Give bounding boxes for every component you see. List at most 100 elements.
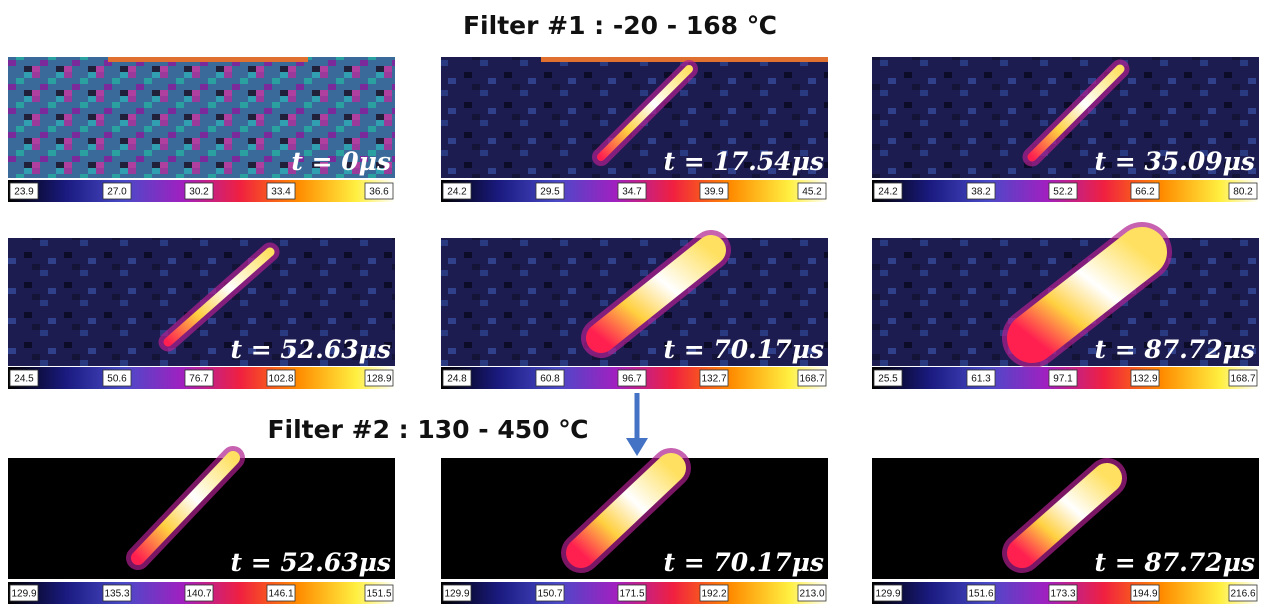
scale-label: 192.2 xyxy=(701,589,726,600)
scale-box xyxy=(797,584,827,602)
scale-label: 52.2 xyxy=(1053,187,1073,198)
scale-label: 129.9 xyxy=(11,589,36,600)
title: Filter #2 : 130 - 450 ℃ xyxy=(267,415,588,444)
scale-label: 36.6 xyxy=(369,187,389,198)
scale-box xyxy=(1048,369,1078,387)
scale-box xyxy=(1228,369,1258,387)
scale-label: 128.9 xyxy=(366,374,391,385)
scale-label: 135.3 xyxy=(104,589,129,600)
scale-box xyxy=(102,369,132,387)
scale-box xyxy=(873,182,903,200)
scale-label: 61.3 xyxy=(971,374,991,385)
scale-box xyxy=(699,369,729,387)
scale-label: 140.7 xyxy=(186,589,211,600)
time-label: t = 87.72μs xyxy=(1094,335,1255,364)
scale-box xyxy=(873,584,903,602)
scale-box xyxy=(266,584,296,602)
scale-label: 24.8 xyxy=(447,374,467,385)
time-label: t = 70.17μs xyxy=(663,548,824,577)
scale-label: 50.6 xyxy=(107,374,127,385)
title: Filter #1 : -20 - 168 ℃ xyxy=(463,11,777,40)
scale-box xyxy=(873,369,903,387)
time-label: t = 35.09μs xyxy=(1094,147,1255,176)
scale-box xyxy=(535,584,565,602)
scale-label: 102.8 xyxy=(268,374,293,385)
scale-box xyxy=(442,584,472,602)
scale-label: 24.2 xyxy=(878,187,898,198)
scale-box xyxy=(266,369,296,387)
time-label: t = 0μs xyxy=(291,147,391,176)
time-label: t = 17.54μs xyxy=(663,147,824,176)
scale-label: 129.9 xyxy=(875,589,900,600)
scale-label: 25.5 xyxy=(878,374,898,385)
scale-label: 194.9 xyxy=(1132,589,1157,600)
scale-label: 27.0 xyxy=(107,187,127,198)
hot-streak xyxy=(597,65,693,161)
scale-box xyxy=(184,369,214,387)
hot-streak xyxy=(1007,463,1122,568)
scale-label: 29.5 xyxy=(540,187,560,198)
scale-label: 151.5 xyxy=(366,589,391,600)
scale-label: 38.2 xyxy=(971,187,991,198)
thermal-image xyxy=(8,57,395,178)
scale-box xyxy=(966,182,996,200)
time-label: t = 87.72μs xyxy=(1094,548,1255,577)
scale-box xyxy=(1228,182,1258,200)
scale-label: 129.9 xyxy=(444,589,469,600)
scale-label: 146.1 xyxy=(268,589,293,600)
scale-label: 23.9 xyxy=(14,187,34,198)
scale-box xyxy=(184,182,214,200)
time-label: t = 70.17μs xyxy=(663,335,824,364)
scale-box xyxy=(442,369,472,387)
scale-box xyxy=(1048,584,1078,602)
time-label: t = 52.63μs xyxy=(230,335,391,364)
scale-box xyxy=(617,584,647,602)
scale-label: 171.5 xyxy=(619,589,644,600)
scale-label: 34.7 xyxy=(622,187,642,198)
hot-streak xyxy=(163,247,275,347)
scale-label: 96.7 xyxy=(622,374,642,385)
scale-label: 132.7 xyxy=(701,374,726,385)
scale-label: 80.2 xyxy=(1233,187,1253,198)
hot-edge xyxy=(108,57,308,62)
scale-box xyxy=(364,369,394,387)
scale-label: 151.6 xyxy=(968,589,993,600)
scale-label: 33.4 xyxy=(271,187,291,198)
scale-box xyxy=(966,584,996,602)
scale-box xyxy=(1130,369,1160,387)
scale-box xyxy=(699,182,729,200)
scale-label: 24.2 xyxy=(447,187,467,198)
scale-box xyxy=(966,369,996,387)
scale-label: 132.9 xyxy=(1132,374,1157,385)
scale-box xyxy=(617,182,647,200)
hot-edge xyxy=(541,57,828,62)
scale-box xyxy=(364,584,394,602)
scale-box xyxy=(797,369,827,387)
scale-box xyxy=(535,182,565,200)
scale-box xyxy=(102,182,132,200)
arrow-head xyxy=(626,438,648,456)
scale-label: 24.5 xyxy=(14,374,34,385)
scale-label: 30.2 xyxy=(189,187,209,198)
scale-label: 39.9 xyxy=(704,187,724,198)
scale-box xyxy=(184,584,214,602)
scale-label: 213.0 xyxy=(799,589,824,600)
scale-label: 66.2 xyxy=(1135,187,1155,198)
hot-streak xyxy=(131,451,240,565)
scale-box xyxy=(9,369,39,387)
scale-box xyxy=(9,182,39,200)
scale-box xyxy=(1130,182,1160,200)
scale-label: 150.7 xyxy=(537,589,562,600)
scale-label: 168.7 xyxy=(799,374,824,385)
scale-box xyxy=(535,369,565,387)
scale-box xyxy=(364,182,394,200)
scale-label: 216.6 xyxy=(1230,589,1255,600)
scale-box xyxy=(9,584,39,602)
scale-label: 45.2 xyxy=(802,187,822,198)
scale-box xyxy=(1228,584,1258,602)
scale-label: 168.7 xyxy=(1230,374,1255,385)
scale-label: 173.3 xyxy=(1050,589,1075,600)
hot-streak xyxy=(586,235,726,353)
scale-box xyxy=(617,369,647,387)
